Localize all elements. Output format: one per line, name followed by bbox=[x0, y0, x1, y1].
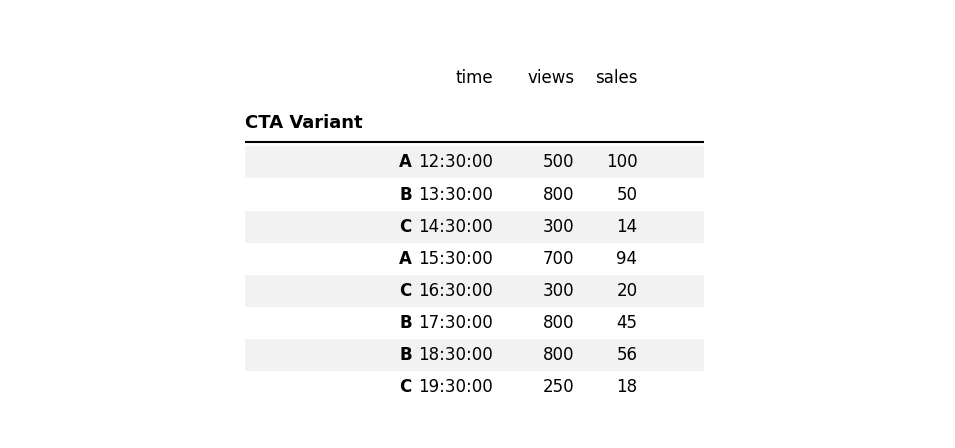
Text: 14:30:00: 14:30:00 bbox=[418, 218, 493, 236]
Text: 300: 300 bbox=[543, 282, 575, 300]
Text: 20: 20 bbox=[616, 282, 638, 300]
Text: 18: 18 bbox=[616, 378, 638, 396]
Text: 16:30:00: 16:30:00 bbox=[418, 282, 493, 300]
Text: 14: 14 bbox=[616, 218, 638, 236]
FancyBboxPatch shape bbox=[245, 275, 704, 307]
Text: B: B bbox=[399, 346, 412, 364]
Text: views: views bbox=[527, 69, 575, 87]
Text: 15:30:00: 15:30:00 bbox=[418, 250, 493, 267]
Text: 800: 800 bbox=[543, 185, 575, 203]
Text: 19:30:00: 19:30:00 bbox=[418, 378, 493, 396]
Text: 56: 56 bbox=[617, 346, 638, 364]
Text: 700: 700 bbox=[543, 250, 575, 267]
Text: 50: 50 bbox=[617, 185, 638, 203]
FancyBboxPatch shape bbox=[245, 339, 704, 371]
Text: 18:30:00: 18:30:00 bbox=[418, 346, 493, 364]
Text: C: C bbox=[399, 378, 412, 396]
Text: A: A bbox=[399, 153, 412, 172]
Text: time: time bbox=[456, 69, 493, 87]
Text: 94: 94 bbox=[617, 250, 638, 267]
Text: sales: sales bbox=[595, 69, 638, 87]
Text: 12:30:00: 12:30:00 bbox=[418, 153, 493, 172]
Text: C: C bbox=[399, 282, 412, 300]
FancyBboxPatch shape bbox=[245, 146, 704, 178]
Text: 500: 500 bbox=[543, 153, 575, 172]
Text: 800: 800 bbox=[543, 314, 575, 332]
Text: 100: 100 bbox=[605, 153, 638, 172]
Text: 45: 45 bbox=[617, 314, 638, 332]
Text: A: A bbox=[399, 250, 412, 267]
Text: 13:30:00: 13:30:00 bbox=[418, 185, 493, 203]
Text: CTA Variant: CTA Variant bbox=[245, 114, 363, 132]
Text: C: C bbox=[399, 218, 412, 236]
Text: 300: 300 bbox=[543, 218, 575, 236]
Text: 17:30:00: 17:30:00 bbox=[418, 314, 493, 332]
FancyBboxPatch shape bbox=[245, 211, 704, 243]
Text: B: B bbox=[399, 185, 412, 203]
Text: 250: 250 bbox=[543, 378, 575, 396]
Text: 800: 800 bbox=[543, 346, 575, 364]
Text: B: B bbox=[399, 314, 412, 332]
